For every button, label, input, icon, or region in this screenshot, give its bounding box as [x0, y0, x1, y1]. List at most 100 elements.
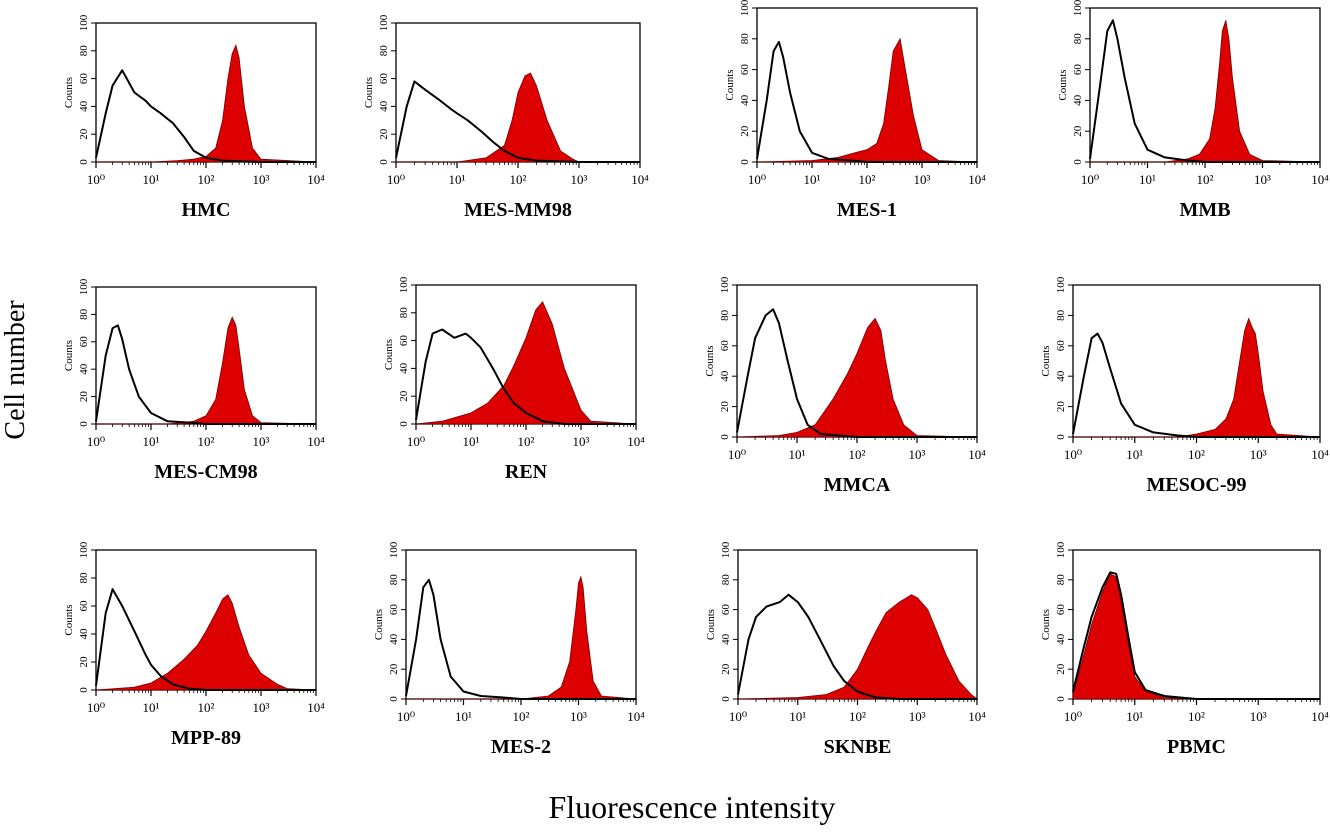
x-tick-label: 10¹ — [1126, 447, 1143, 462]
plot-frame — [1072, 284, 1321, 438]
x-tick-label: 10⁰ — [397, 709, 415, 724]
y-tick-label: 20 — [398, 390, 410, 402]
x-tick-label: 10⁰ — [728, 447, 746, 462]
y-tick-label: 20 — [388, 663, 400, 675]
x-tick-label: 10¹ — [804, 172, 821, 187]
y-tick-label: 100 — [78, 541, 90, 558]
stained-histogram — [95, 594, 317, 691]
stained-histogram — [96, 43, 317, 163]
y-axis-label: Counts — [724, 69, 736, 100]
x-tick-label: 10² — [198, 434, 215, 449]
panel-title: HMC — [182, 199, 231, 221]
y-tick-label: 80 — [719, 309, 731, 321]
y-axis-label: Counts — [363, 77, 375, 108]
x-tick-label: 10¹ — [143, 700, 160, 715]
y-tick-label: 0 — [78, 421, 90, 427]
y-tick-label: 40 — [1055, 370, 1067, 382]
x-tick-label: 10³ — [253, 700, 270, 715]
y-axis-label: Counts — [63, 77, 75, 108]
y-tick-label: 80 — [1055, 309, 1067, 321]
x-tick-label: 10⁴ — [307, 700, 325, 715]
y-tick-label: 0 — [78, 159, 90, 165]
panel-title: SKNBE — [824, 736, 892, 758]
stained-histogram — [736, 317, 978, 438]
x-tick-label: 10⁴ — [627, 434, 645, 449]
y-axis-label: Counts — [1040, 609, 1052, 640]
y-axis-label: Counts — [63, 340, 75, 371]
y-axis-label: Counts — [704, 345, 716, 376]
stained-histogram — [406, 575, 637, 700]
x-tick-label: 10³ — [1250, 709, 1267, 724]
x-axis-title: Fluorescence intensity — [548, 789, 835, 825]
histogram-panel: 10⁰ 10¹ 10² 10³ 10⁴ 0 20 40 60 80 100 Counts REN — [383, 276, 645, 483]
y-axis-label: Counts — [1040, 345, 1052, 376]
x-tick-label: 10⁰ — [87, 700, 105, 715]
x-tick-label: 10⁰ — [1064, 447, 1082, 462]
x-tick-label: 10¹ — [789, 709, 806, 724]
y-tick-label: 60 — [1072, 64, 1084, 76]
y-tick-label: 100 — [78, 278, 90, 295]
y-tick-label: 40 — [78, 363, 90, 375]
y-tick-label: 60 — [378, 73, 390, 85]
histogram-panel: 10⁰ 10¹ 10² 10³ 10⁴ 0 20 40 60 80 100 Counts MESOC-9… — [1040, 276, 1329, 496]
stained-histogram — [756, 37, 978, 163]
x-tick-label: 10² — [1188, 709, 1205, 724]
control-histogram — [737, 593, 977, 700]
y-tick-label: 20 — [1055, 401, 1067, 413]
x-tick-label: 10³ — [914, 172, 931, 187]
stained-histogram — [96, 316, 317, 425]
panel-title: MES-CM98 — [154, 461, 257, 483]
y-tick-label: 20 — [378, 128, 390, 140]
y-tick-label: 0 — [1055, 696, 1067, 702]
y-tick-label: 60 — [388, 604, 400, 616]
y-tick-label: 60 — [78, 600, 90, 612]
y-tick-label: 40 — [719, 370, 731, 382]
y-tick-label: 60 — [78, 73, 90, 85]
y-tick-label: 60 — [720, 604, 732, 616]
x-tick-label: 10⁴ — [1311, 172, 1329, 187]
y-tick-label: 40 — [78, 628, 90, 640]
x-tick-label: 10¹ — [143, 172, 160, 187]
x-tick-label: 10¹ — [1126, 709, 1143, 724]
y-tick-label: 40 — [398, 362, 410, 374]
x-tick-label: 10⁴ — [631, 172, 649, 187]
y-tick-label: 20 — [78, 656, 90, 668]
x-tick-label: 10³ — [571, 172, 588, 187]
x-tick-label: 10⁰ — [87, 434, 105, 449]
x-tick-label: 10⁰ — [729, 709, 747, 724]
y-tick-label: 80 — [398, 307, 410, 319]
x-tick-label: 10³ — [253, 434, 270, 449]
x-tick-label: 10¹ — [455, 709, 472, 724]
x-tick-label: 10¹ — [449, 172, 466, 187]
y-tick-label: 40 — [78, 100, 90, 112]
y-tick-label: 80 — [1055, 574, 1067, 586]
x-tick-label: 10⁰ — [387, 172, 405, 187]
y-axis-label: Counts — [373, 609, 385, 640]
x-tick-label: 10⁴ — [627, 709, 645, 724]
y-tick-label: 20 — [78, 391, 90, 403]
x-tick-label: 10² — [510, 172, 527, 187]
y-tick-label: 20 — [739, 125, 751, 137]
y-tick-label: 0 — [1055, 434, 1067, 440]
x-tick-label: 10³ — [573, 434, 590, 449]
y-tick-label: 60 — [739, 64, 751, 76]
y-tick-label: 20 — [1072, 125, 1084, 137]
y-tick-label: 0 — [78, 687, 90, 693]
y-axis-title: Cell number — [0, 300, 31, 440]
y-tick-label: 80 — [388, 574, 400, 586]
panel-title: MES-MM98 — [464, 199, 572, 221]
x-tick-label: 10¹ — [1139, 172, 1156, 187]
histogram-panel: 10⁰ 10¹ 10² 10³ 10⁴ 0 20 40 60 80 100 Counts MMB — [1057, 0, 1329, 221]
y-tick-label: 0 — [398, 421, 410, 427]
y-tick-label: 60 — [719, 340, 731, 352]
histogram-panel: 10⁰ 10¹ 10² 10³ 10⁴ 0 20 40 60 80 100 Counts MES-1 — [724, 0, 986, 221]
y-tick-label: 40 — [1072, 94, 1084, 106]
y-tick-label: 0 — [739, 159, 751, 165]
control-histogram — [1072, 571, 1320, 700]
stained-histogram — [1073, 317, 1321, 438]
histogram-panel: 10⁰ 10¹ 10² 10³ 10⁴ 0 20 40 60 80 100 Counts HMC — [63, 14, 325, 221]
x-tick-label: 10² — [849, 709, 866, 724]
x-tick-label: 10⁴ — [968, 172, 986, 187]
histogram-panel: 10⁰ 10¹ 10² 10³ 10⁴ 0 20 40 60 80 100 Counts MES-2 — [373, 541, 645, 758]
x-tick-label: 10⁰ — [407, 434, 425, 449]
